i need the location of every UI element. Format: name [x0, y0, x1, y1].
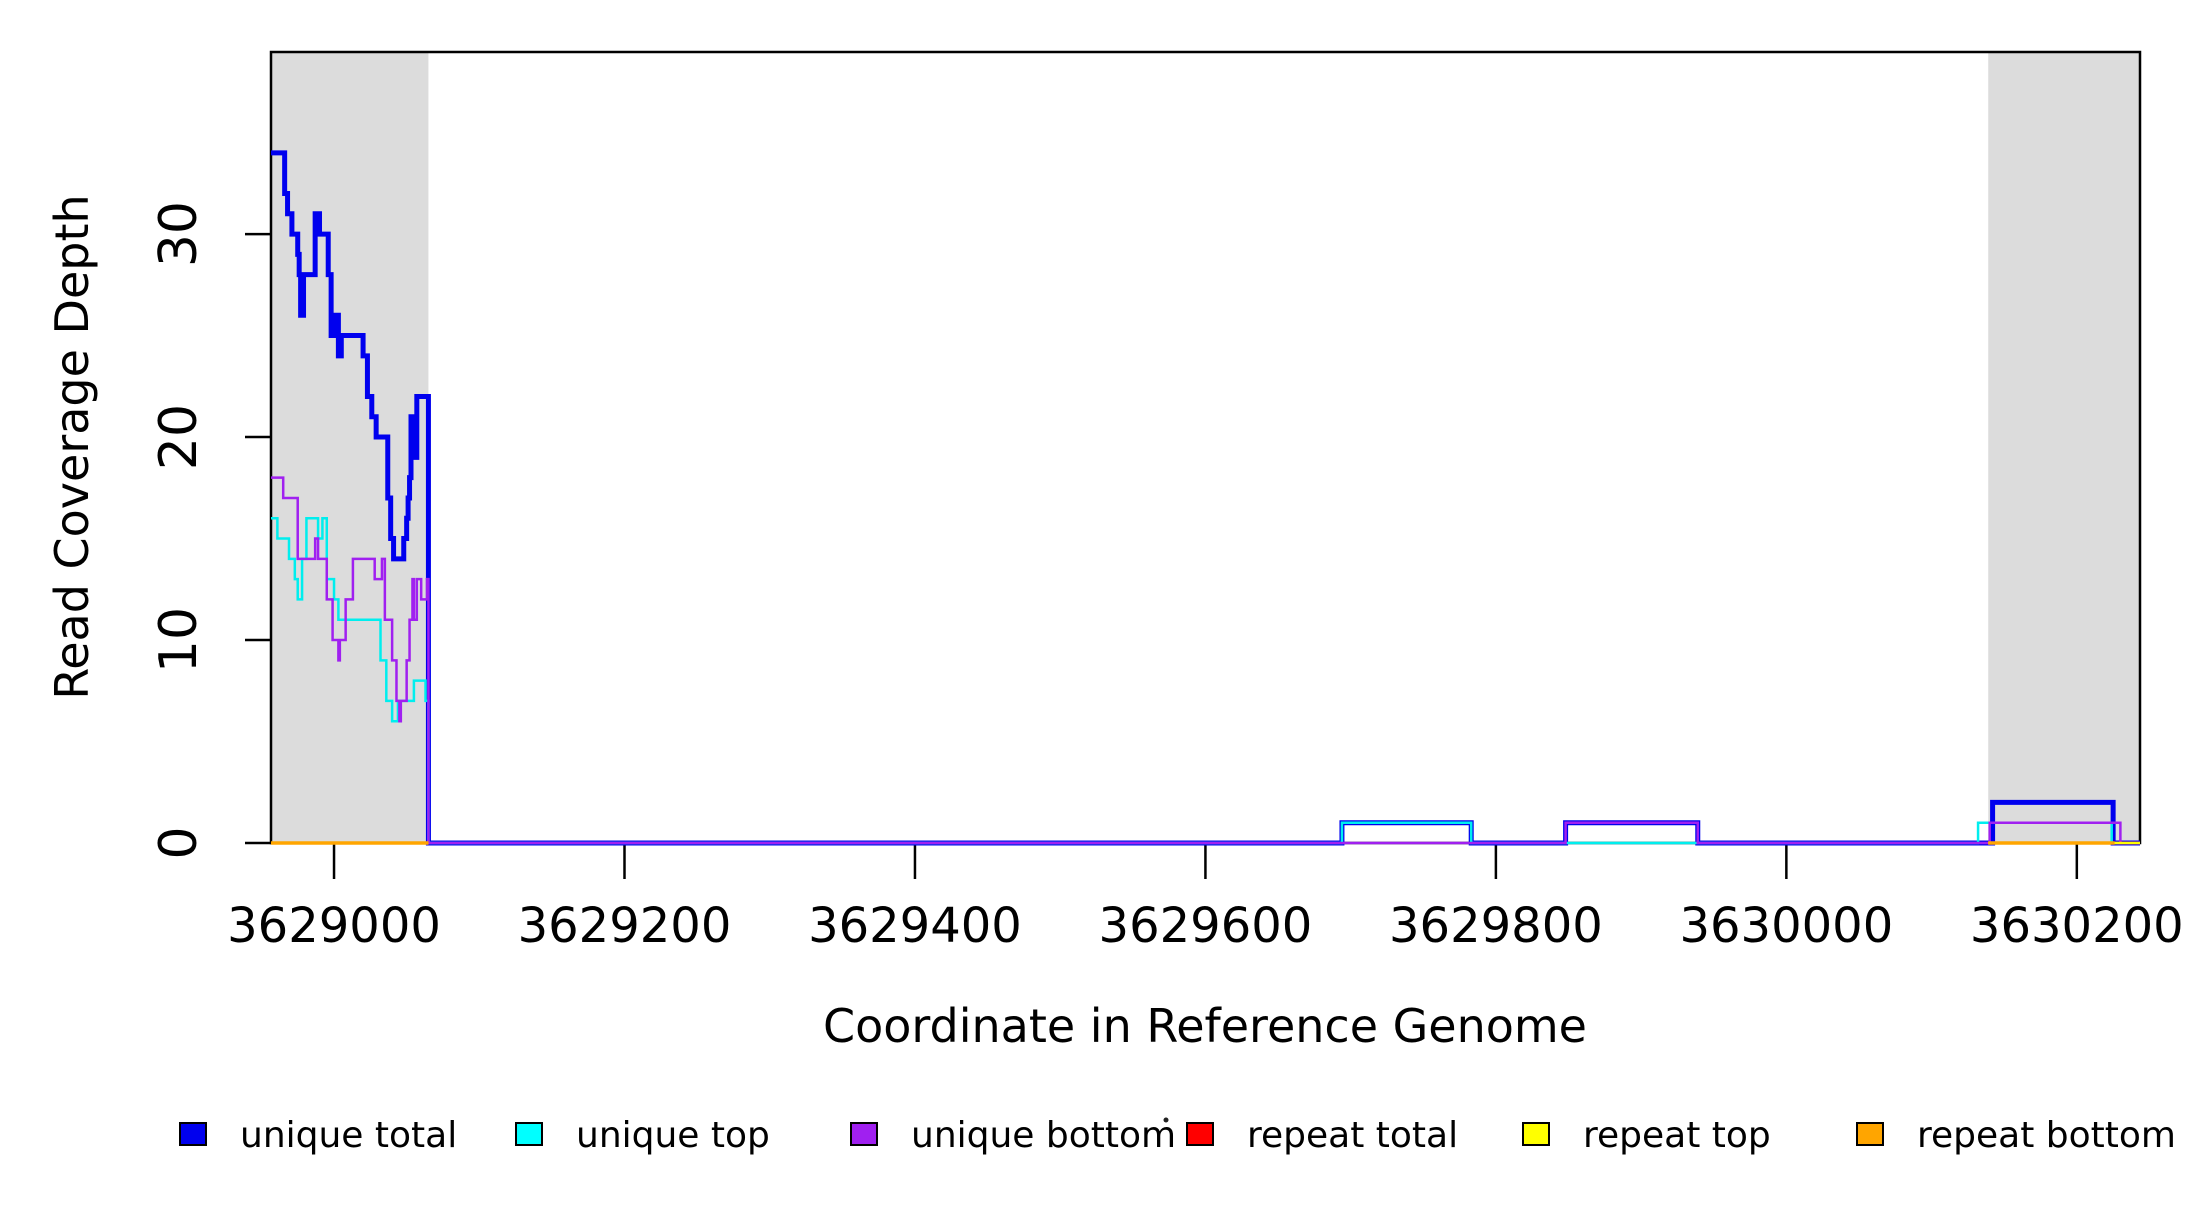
legend-label-unique-top: unique top [576, 1115, 770, 1156]
x-tick-label: 3629800 [1389, 898, 1603, 954]
repeat-regions [271, 52, 2140, 843]
legend-swatch-repeat-total [1186, 1122, 1214, 1146]
repeat-region [271, 52, 429, 843]
plot-border [269, 50, 2142, 845]
x-tick-label: 3629400 [808, 898, 1022, 954]
x-axis: 3629000 3629200 3629400 3629600 3629800 36300… [227, 843, 2184, 954]
series-unique-total [271, 150, 2140, 846]
series-lines [271, 150, 2140, 846]
x-tick-label: 3629000 [227, 898, 441, 954]
legend-swatch-unique-total [179, 1122, 207, 1146]
legend-label-repeat-bottom: repeat bottom [1917, 1115, 2176, 1156]
x-axis-title: Coordinate in Reference Genome [823, 999, 1587, 1053]
y-axis: 0 10 20 30 [149, 201, 271, 860]
x-tick-label: 3629600 [1099, 898, 1313, 954]
repeat-region [1988, 52, 2140, 843]
legend-swatch-unique-bottom [850, 1122, 878, 1146]
x-tick-label: 3629200 [518, 898, 732, 954]
y-axis-title: Read Coverage Depth [45, 194, 99, 699]
y-tick-label: 20 [149, 404, 209, 470]
series-unique-bottom [271, 476, 2140, 845]
legend-swatch-repeat-top [1522, 1122, 1550, 1146]
legend-swatch-unique-top [515, 1122, 543, 1146]
legend-label-unique-bottom: unique bottom [911, 1115, 1176, 1156]
legend: unique total unique top unique bottom repea… [179, 1115, 2176, 1156]
y-tick-label: 0 [149, 826, 209, 859]
x-tick-label: 3630000 [1679, 898, 1893, 954]
legend-label-repeat-total: repeat total [1247, 1115, 1458, 1156]
legend-label-repeat-top: repeat top [1583, 1115, 1771, 1156]
series-unique-top [271, 516, 2140, 845]
x-tick-label: 3630200 [1970, 898, 2184, 954]
y-tick-label: 10 [149, 607, 209, 673]
legend-label-unique-total: unique total [240, 1115, 457, 1156]
stray-dot [1163, 1117, 1169, 1123]
y-tick-label: 30 [149, 201, 209, 267]
legend-swatch-repeat-bottom [1856, 1122, 1884, 1146]
